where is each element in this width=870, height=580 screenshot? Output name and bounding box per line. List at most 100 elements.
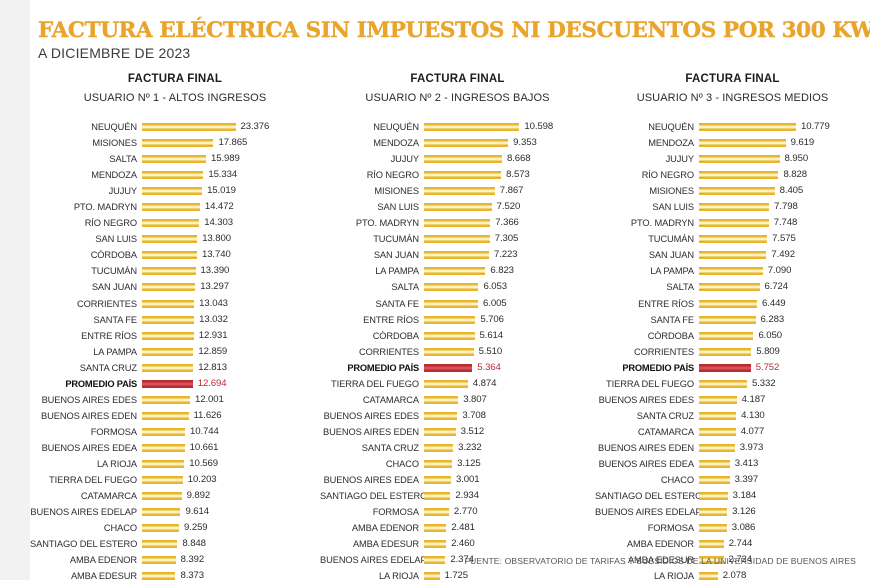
bar-row-label: SANTIAGO DEL ESTERO xyxy=(30,539,138,550)
bar-row: ENTRE RÍOS 5.706 xyxy=(320,312,595,328)
bar-row-label: BUENOS AIRES EDEN xyxy=(598,442,694,453)
value-bar xyxy=(424,379,468,388)
bar-row-label: BUENOS AIRES EDELAP xyxy=(30,507,137,518)
bar-row-label: SAN LUIS xyxy=(377,202,419,213)
bar-track: 2.078 xyxy=(699,568,870,580)
bar-row-label: AMBA EDENOR xyxy=(351,523,419,534)
bar-track: 7.520 xyxy=(424,199,595,215)
bar-row-label: PTO. MADRYN xyxy=(73,202,137,213)
value-bar xyxy=(142,251,197,260)
bar-row: TIERRA DEL FUEGO 5.332 xyxy=(595,376,870,392)
value-bar xyxy=(699,235,768,244)
value-bar xyxy=(424,299,479,308)
value-bar xyxy=(424,556,446,565)
value-bar xyxy=(142,171,204,180)
chart-panels: FACTURA FINAL USUARIO Nº 1 - ALTOS INGRE… xyxy=(30,72,870,580)
value-bar xyxy=(699,347,752,356)
bar-row: SALTA 6.053 xyxy=(320,279,595,295)
bar-track: 9.614 xyxy=(142,504,320,520)
bar-value-label: 7.575 xyxy=(772,233,796,245)
value-bar xyxy=(424,347,474,356)
bar-row-label: TIERRA DEL FUEGO xyxy=(49,475,137,486)
bar-value-label: 3.512 xyxy=(460,425,485,437)
value-bar xyxy=(424,203,492,212)
bar-track: 13.390 xyxy=(142,263,320,279)
bar-row: MENDOZA 9.619 xyxy=(595,135,870,151)
bar-track: 7.223 xyxy=(424,247,595,263)
bar-value-label: 13.390 xyxy=(200,265,230,277)
bar-row-label: RÍO NEGRO xyxy=(366,170,419,181)
bar-row-label: JUJUY xyxy=(390,154,420,165)
bar-row: FORMOSA 3.086 xyxy=(595,520,870,536)
bar-row: BUENOS AIRES EDES 4.187 xyxy=(595,392,870,408)
bar-row: MENDOZA 9.353 xyxy=(320,135,595,151)
value-bar xyxy=(424,315,476,324)
bar-row: TUCUMÁN 7.305 xyxy=(320,231,595,247)
bar-row-label: AMBA EDESUR xyxy=(352,539,419,550)
value-bar xyxy=(699,315,756,324)
bar-row-label: SANTA CRUZ xyxy=(79,362,137,373)
bar-row-label: LA RIOJA xyxy=(378,571,419,580)
bar-row: CÓRDOBA 5.614 xyxy=(320,328,595,344)
bar-track: 15.019 xyxy=(142,183,320,199)
bar-row-label: FORMOSA xyxy=(372,507,419,518)
page-subtitle: A DICIEMBRE DE 2023 xyxy=(38,45,191,61)
bar-row-label: AMBA EDESUR xyxy=(627,555,694,566)
bar-row-label: CATAMARCA xyxy=(80,491,137,502)
bar-track: 9.619 xyxy=(699,135,870,151)
bar-row: LA PAMPA 6.823 xyxy=(320,263,595,279)
bar-row-label: PTO. MADRYN xyxy=(355,218,419,229)
bar-row-label: MENDOZA xyxy=(648,138,694,149)
bar-value-label: 15.989 xyxy=(210,153,240,165)
bar-row-label: CÓRDOBA xyxy=(90,250,137,261)
bar-track: 13.297 xyxy=(142,279,320,295)
bar-row-label: TUCUMÁN xyxy=(648,234,694,245)
bar-row-average: PROMEDIO PAÍS 12.694 xyxy=(30,376,320,392)
bar-row: SALTA 6.724 xyxy=(595,279,870,295)
value-bar xyxy=(142,427,185,436)
bar-row-label: JUJUY xyxy=(665,154,695,165)
bar-track: 8.828 xyxy=(699,167,870,183)
bar-row-label: BUENOS AIRES EDELAP xyxy=(595,507,699,518)
bar-value-label: 2.770 xyxy=(453,506,478,518)
bar-row: NEUQUÉN 10.598 xyxy=(320,119,595,135)
bar-row: SANTA FE 13.032 xyxy=(30,312,320,328)
bar-track: 3.125 xyxy=(424,456,595,472)
bar-row-label: LA PAMPA xyxy=(93,346,137,357)
value-bar xyxy=(142,492,182,501)
bar-value-label: 3.184 xyxy=(732,490,757,502)
bar-row: RÍO NEGRO 8.573 xyxy=(320,167,595,183)
bar-row: ENTRE RÍOS 12.931 xyxy=(30,328,320,344)
bar-track: 8.373 xyxy=(142,568,320,580)
value-bar xyxy=(142,363,194,372)
bar-row-label: SAN LUIS xyxy=(95,234,137,245)
bar-value-label: 8.392 xyxy=(180,554,205,566)
value-bar xyxy=(142,139,214,148)
bar-value-label: 3.232 xyxy=(458,441,482,453)
panel-subtitle-2: USUARIO Nº 2 - INGRESOS BAJOS xyxy=(365,92,550,104)
bar-track: 13.032 xyxy=(142,312,320,328)
bar-row-label: SANTA FE xyxy=(375,298,420,309)
bar-row: BUENOS AIRES EDELAP 9.614 xyxy=(30,504,320,520)
bar-track: 3.512 xyxy=(424,424,595,440)
bar-row: SAN LUIS 13.800 xyxy=(30,231,320,247)
bar-value-label: 3.413 xyxy=(734,457,759,469)
bar-row-label: BUENOS AIRES EDES xyxy=(41,394,138,405)
value-bar xyxy=(699,283,760,292)
bar-row: SAN LUIS 7.798 xyxy=(595,199,870,215)
bar-row: LA RIOJA 1.725 xyxy=(320,568,595,580)
bar-row: BUENOS AIRES EDES 3.708 xyxy=(320,408,595,424)
bar-row: CÓRDOBA 13.740 xyxy=(30,247,320,263)
bar-row: BUENOS AIRES EDEA 3.001 xyxy=(320,472,595,488)
bar-row-label: AMBA EDESUR xyxy=(70,571,137,580)
value-bar xyxy=(699,379,747,388)
panel-header-1: FACTURA FINAL USUARIO Nº 1 - ALTOS INGRE… xyxy=(30,72,320,105)
bar-row-label: RÍO NEGRO xyxy=(84,218,137,229)
value-bar xyxy=(424,283,479,292)
bar-row: AMBA EDESUR 2.460 xyxy=(320,536,595,552)
value-bar xyxy=(142,155,206,164)
bar-row-label: BUENOS AIRES EDEA xyxy=(598,459,695,469)
bar-value-label: 4.187 xyxy=(741,393,766,405)
bar-track: 14.303 xyxy=(142,215,320,231)
bar-value-label: 3.125 xyxy=(457,457,481,469)
